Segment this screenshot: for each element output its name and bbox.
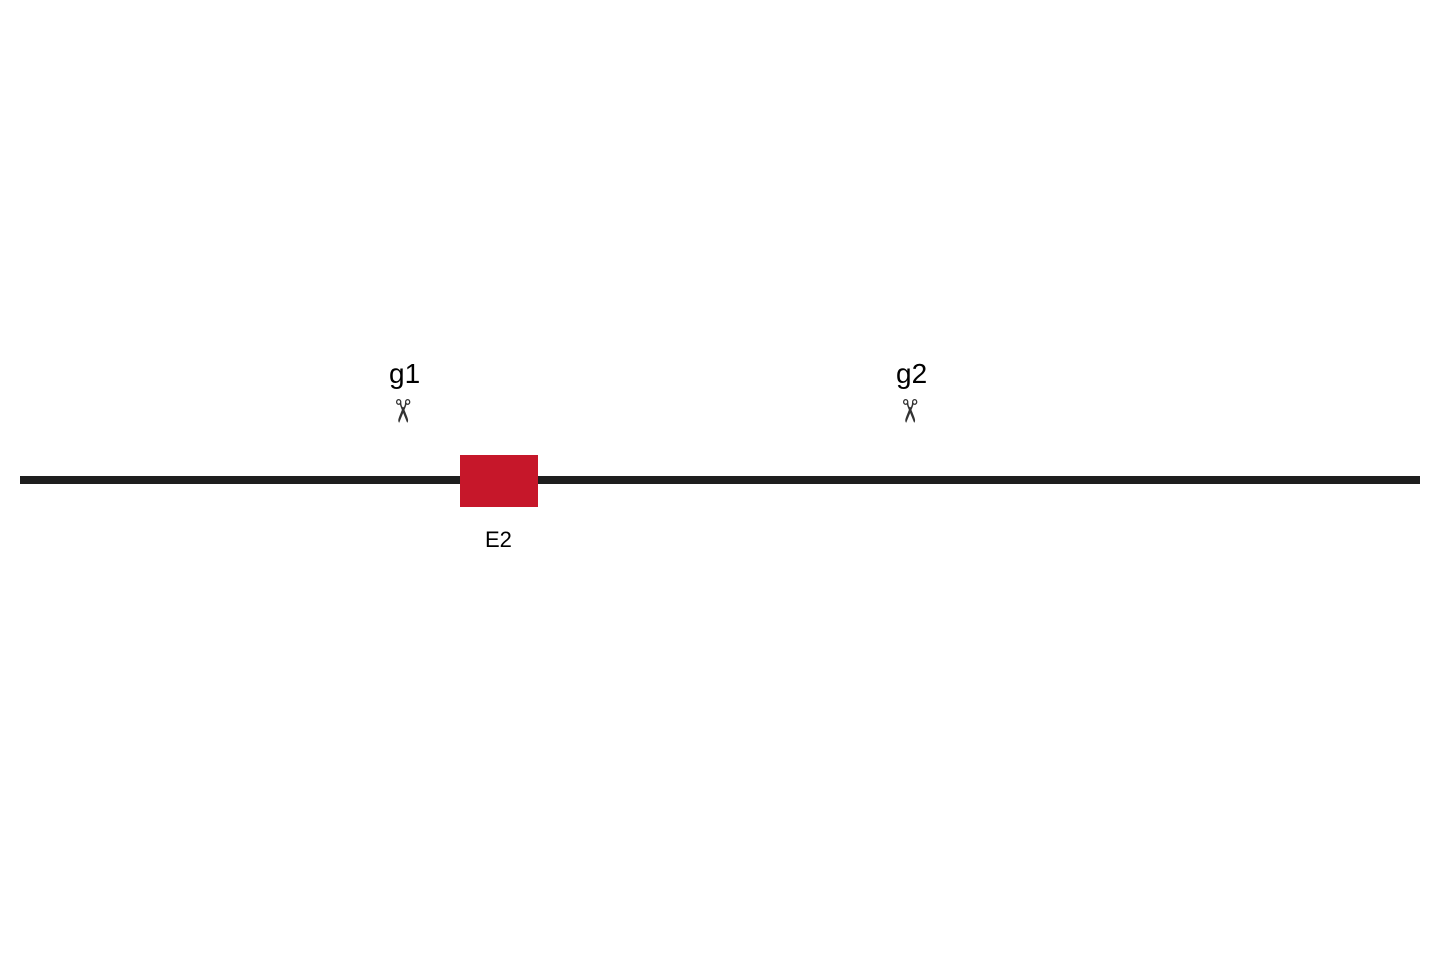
exon-e2 bbox=[460, 455, 538, 507]
gene-diagram: E2 g1 ✂ g2 ✂ bbox=[0, 0, 1440, 960]
exon-e2-label: E2 bbox=[485, 527, 512, 553]
gene-backbone-line bbox=[20, 476, 1420, 484]
guide-g2-label: g2 bbox=[896, 358, 927, 390]
scissors-icon: ✂ bbox=[893, 398, 925, 425]
guide-g1-label: g1 bbox=[389, 358, 420, 390]
scissors-icon: ✂ bbox=[386, 398, 418, 425]
